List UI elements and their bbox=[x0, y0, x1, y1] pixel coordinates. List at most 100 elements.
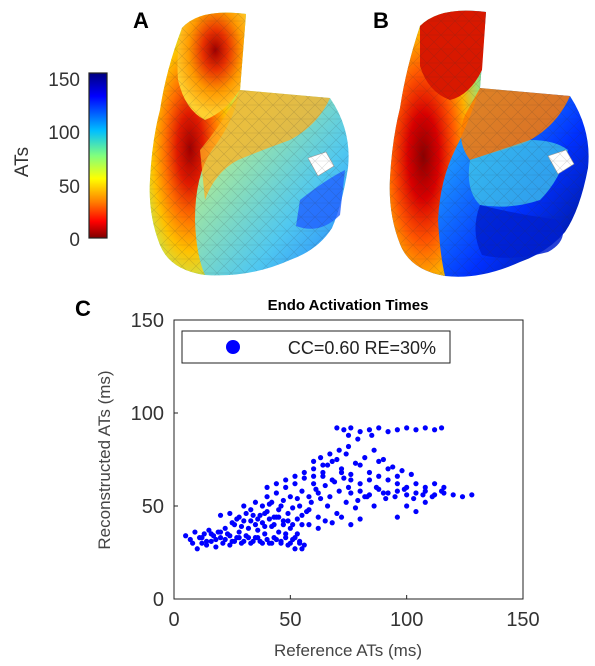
scatter-point bbox=[217, 529, 224, 535]
scatter-point bbox=[431, 481, 438, 487]
scatter-point bbox=[380, 456, 386, 463]
scatter-point bbox=[357, 462, 363, 468]
scatter-point bbox=[404, 484, 410, 490]
scatter-point bbox=[469, 492, 475, 498]
scatter-point bbox=[317, 455, 324, 461]
scatter-point bbox=[208, 531, 214, 537]
scatter-point bbox=[311, 473, 317, 479]
scatter-point bbox=[324, 462, 331, 468]
scatter-point bbox=[345, 443, 352, 450]
scatter-point bbox=[366, 477, 373, 483]
scatter-point bbox=[294, 516, 300, 522]
scatter-point bbox=[334, 425, 340, 431]
scatter-point bbox=[341, 427, 347, 433]
scatter-point bbox=[273, 490, 279, 496]
scatter-point bbox=[236, 535, 242, 541]
scatter-point bbox=[336, 447, 342, 453]
scatter-point bbox=[199, 535, 205, 541]
scatter-point bbox=[429, 494, 435, 500]
scatter-point bbox=[343, 499, 349, 505]
scatter-point bbox=[399, 468, 405, 474]
heart-maps-figure: ATs 150 100 50 0 bbox=[12, 10, 589, 277]
scatter-point bbox=[299, 522, 305, 528]
scatter-point bbox=[329, 477, 335, 483]
scatter-point bbox=[338, 469, 345, 476]
scatter-point bbox=[280, 518, 286, 524]
x-tick-label: 100 bbox=[390, 609, 423, 631]
scatter-point bbox=[327, 451, 333, 457]
panel-label-c: C bbox=[75, 296, 91, 321]
scatter-point bbox=[348, 522, 354, 528]
scatter-point bbox=[273, 481, 279, 487]
scatter-point bbox=[306, 494, 312, 500]
scatter-point bbox=[278, 540, 284, 546]
scatter-point bbox=[227, 510, 233, 517]
scatter-point bbox=[283, 535, 289, 541]
scatter-point bbox=[199, 540, 205, 546]
scatter-point bbox=[297, 503, 303, 509]
scatter-point bbox=[276, 529, 282, 535]
colorbar-tick-0: 0 bbox=[69, 230, 80, 251]
scatter-point bbox=[366, 469, 373, 476]
scatter-point bbox=[203, 542, 210, 548]
scatter-point bbox=[266, 516, 272, 522]
scatter-point bbox=[364, 494, 370, 500]
scatter-point bbox=[345, 484, 352, 490]
scatter-point bbox=[394, 514, 400, 520]
colorbar-tick-100: 100 bbox=[48, 123, 80, 144]
scatter-point bbox=[441, 484, 447, 490]
scatter-point bbox=[292, 473, 298, 479]
scatter-point bbox=[259, 503, 266, 509]
chart-title: Endo Activation Times bbox=[268, 297, 429, 314]
scatter-point bbox=[413, 490, 419, 496]
scatter-point bbox=[299, 546, 305, 552]
scatter-point bbox=[287, 540, 293, 546]
scatter-point bbox=[334, 456, 340, 463]
x-tick-label: 50 bbox=[279, 609, 301, 631]
scatter-point bbox=[308, 499, 314, 505]
scatter-point bbox=[394, 481, 400, 487]
x-tick-label: 150 bbox=[506, 609, 539, 631]
scatter-point bbox=[338, 514, 345, 520]
scatter-point bbox=[292, 546, 298, 552]
y-axis-label: Reconstructed ATs (ms) bbox=[95, 370, 114, 549]
scatter-point bbox=[315, 525, 321, 531]
scatter-point bbox=[366, 427, 373, 433]
colorbar-label: ATs bbox=[12, 147, 33, 177]
scatter-point bbox=[285, 510, 291, 517]
scatter-point bbox=[355, 436, 361, 442]
scatter-point bbox=[190, 540, 196, 546]
scatter-point bbox=[376, 425, 382, 431]
scatter-point bbox=[250, 538, 256, 544]
scatter-point bbox=[262, 510, 268, 517]
colorbar bbox=[88, 72, 108, 239]
scatter-point bbox=[187, 536, 193, 543]
scatter-point bbox=[266, 501, 272, 507]
scatter-point bbox=[283, 477, 289, 483]
scatter-point bbox=[322, 482, 328, 489]
colorbar-tick-150: 150 bbox=[48, 70, 80, 91]
scatter-point bbox=[299, 488, 305, 494]
scatter-point bbox=[385, 490, 391, 496]
scatter-point bbox=[278, 503, 284, 509]
legend-marker bbox=[226, 340, 240, 354]
scatter-point bbox=[408, 471, 414, 477]
scatter-point bbox=[217, 512, 224, 518]
heart-map-b bbox=[389, 10, 589, 277]
scatter-point bbox=[276, 514, 282, 520]
scatter-point bbox=[315, 490, 321, 496]
scatter-point bbox=[285, 518, 291, 524]
scatter-point bbox=[438, 488, 445, 494]
scatter-point bbox=[213, 544, 219, 550]
scatter-point bbox=[357, 488, 363, 494]
scatter-point bbox=[404, 492, 410, 498]
scatter-point bbox=[371, 503, 377, 509]
scatter-point bbox=[413, 427, 419, 433]
scatter-point bbox=[301, 475, 307, 481]
y-tick-label: 0 bbox=[153, 589, 164, 611]
scatter-point bbox=[394, 473, 400, 479]
plot-area bbox=[173, 319, 524, 600]
y-tick-label: 50 bbox=[142, 496, 164, 518]
panel-label-b: B bbox=[373, 8, 389, 33]
scatter-point bbox=[245, 535, 252, 541]
